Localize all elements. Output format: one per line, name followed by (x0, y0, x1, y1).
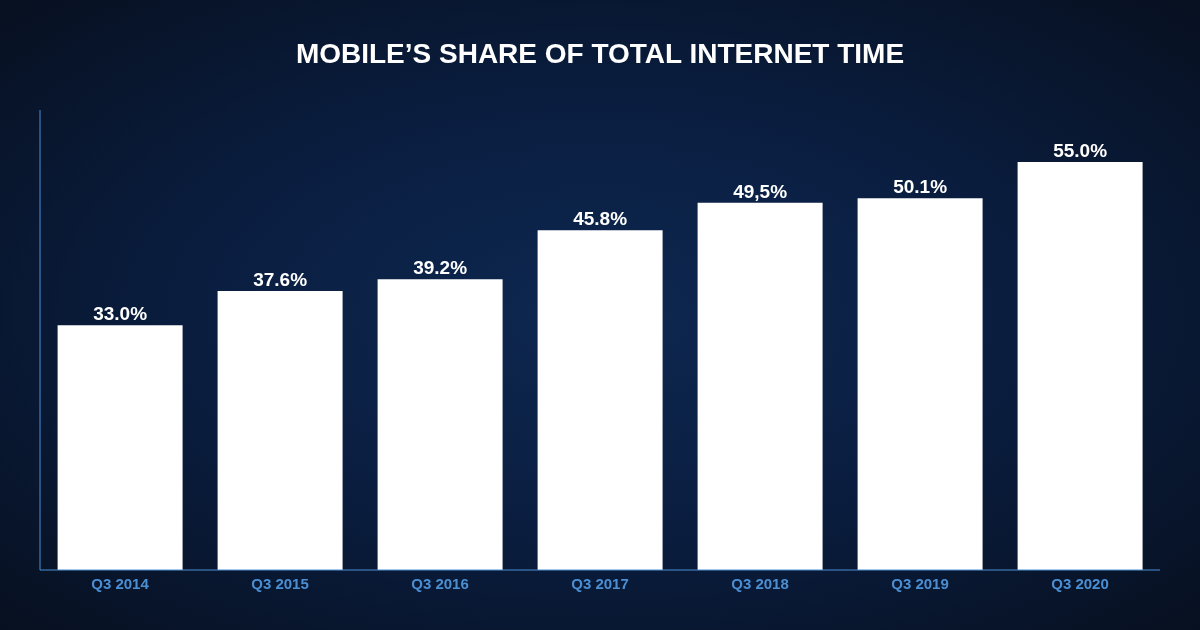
svg-text:Q3 2019: Q3 2019 (891, 575, 949, 592)
svg-text:Q3 2016: Q3 2016 (411, 575, 469, 592)
svg-text:37.6%: 37.6% (253, 269, 307, 290)
svg-text:Q3 2017: Q3 2017 (571, 575, 629, 592)
html-text:MOBILE’S SHARE OF TOTAL INTERN: MOBILE’S SHARE OF TOTAL INTERNET TIME (295, 38, 905, 69)
svg-text:33.0%: 33.0% (93, 303, 147, 324)
svg-text:39.2%: 39.2% (413, 257, 467, 278)
svg-text:55.0%: 55.0% (1053, 140, 1107, 161)
svg-text:Q3 2020: Q3 2020 (1051, 575, 1109, 592)
svg-text:Q3 2018: Q3 2018 (731, 575, 789, 592)
svg-text:Q3 2014: Q3 2014 (91, 575, 149, 592)
svg-text:45.8%: 45.8% (573, 208, 627, 229)
svg-text:Q3 2015: Q3 2015 (251, 575, 309, 592)
svg-text:49,5%: 49,5% (733, 181, 787, 202)
svg-text:50.1%: 50.1% (893, 176, 947, 197)
